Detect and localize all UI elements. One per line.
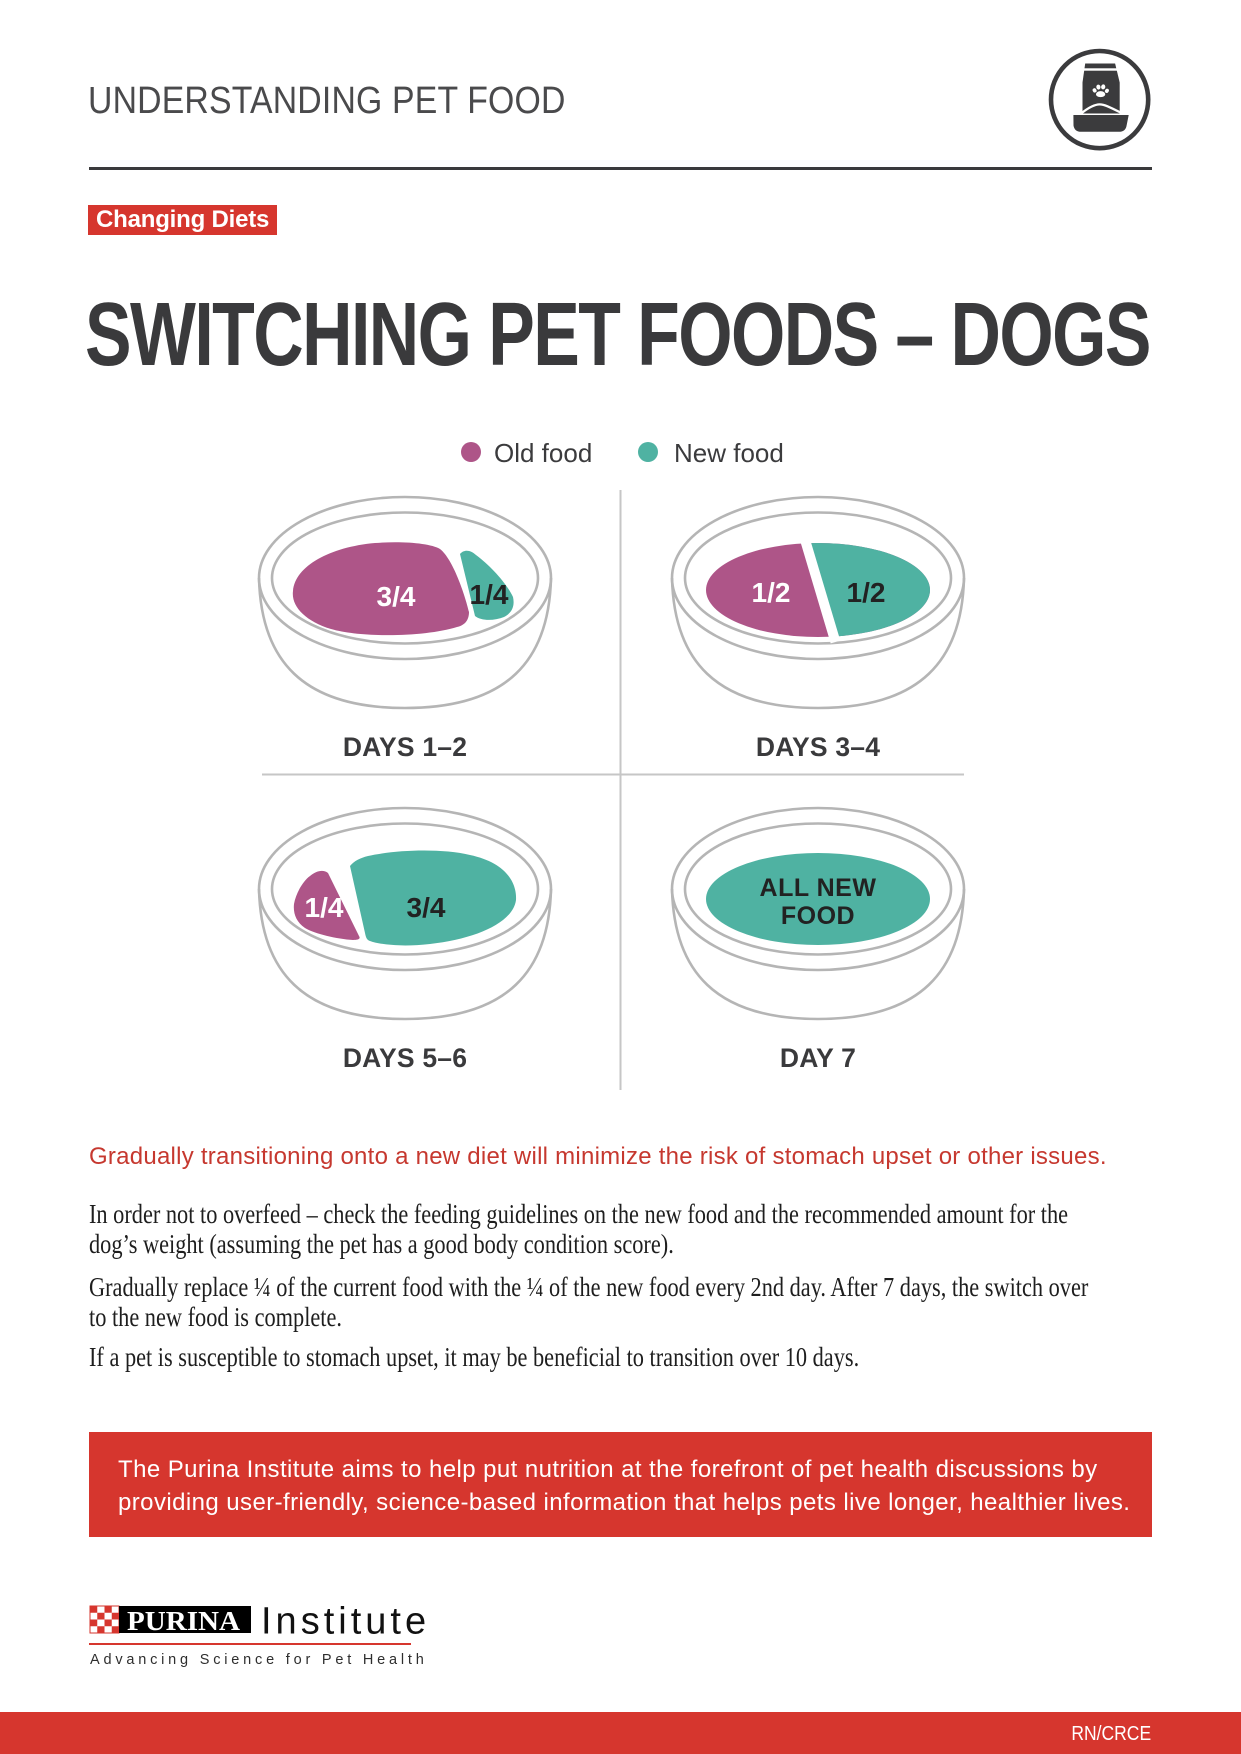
svg-text:1/4: 1/4 (470, 579, 509, 610)
svg-text:1/4: 1/4 (305, 892, 344, 923)
svg-text:DAYS 5–6: DAYS 5–6 (343, 1043, 467, 1073)
svg-text:Advancing Science for Pet Heal: Advancing Science for Pet Health (90, 1652, 428, 1668)
svg-text:DAY 7: DAY 7 (780, 1043, 856, 1073)
svg-text:Institute: Institute (261, 1604, 430, 1643)
svg-text:ALL NEW: ALL NEW (760, 874, 877, 902)
svg-text:3/4: 3/4 (407, 892, 446, 923)
svg-text:DAYS 1–2: DAYS 1–2 (343, 732, 467, 762)
svg-text:1/2: 1/2 (752, 577, 791, 608)
svg-text:FOOD: FOOD (781, 902, 855, 930)
svg-text:3/4: 3/4 (377, 581, 416, 612)
svg-text:1/2: 1/2 (847, 577, 886, 608)
svg-text:PURINA: PURINA (127, 1606, 241, 1636)
svg-text:DAYS 3–4: DAYS 3–4 (756, 732, 880, 762)
